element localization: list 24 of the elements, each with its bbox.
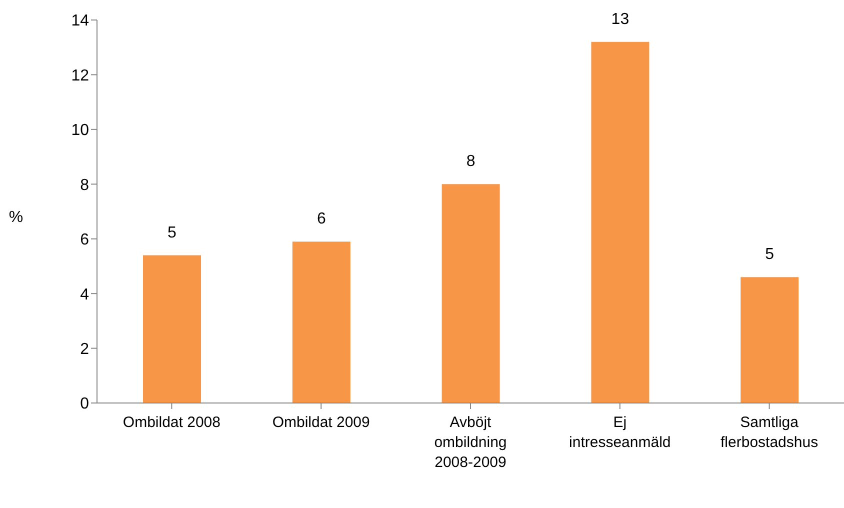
bar — [292, 242, 350, 403]
y-tick-label: 10 — [71, 122, 90, 140]
x-tick-label: Avböjt ombildning 2008-2009 — [434, 414, 507, 471]
y-tick-label: 14 — [71, 12, 90, 30]
y-tick-label: 12 — [71, 67, 90, 84]
y-tick-label: 4 — [80, 286, 90, 304]
y-tick-label: 0 — [80, 396, 90, 413]
bar — [442, 184, 500, 403]
data-label: 8 — [466, 153, 476, 170]
x-tick-label: Samtliga flerbostadshus — [720, 414, 818, 451]
data-label: 6 — [316, 210, 326, 228]
y-tick-label: 8 — [80, 176, 90, 194]
y-axis-title: % — [8, 209, 24, 226]
data-label: 5 — [765, 246, 774, 264]
bar — [591, 42, 650, 403]
y-tick-label: 6 — [80, 232, 90, 249]
data-label: 5 — [168, 224, 177, 242]
bar — [143, 255, 201, 403]
data-label: 13 — [611, 10, 630, 28]
y-tick-label: 2 — [80, 340, 90, 358]
x-tick-label: Ombildat 2009 — [272, 414, 370, 431]
bar — [740, 277, 799, 403]
x-tick-label: Ej intresseanmäld — [569, 414, 671, 451]
x-tick-label: Ombildat 2008 — [122, 414, 220, 431]
